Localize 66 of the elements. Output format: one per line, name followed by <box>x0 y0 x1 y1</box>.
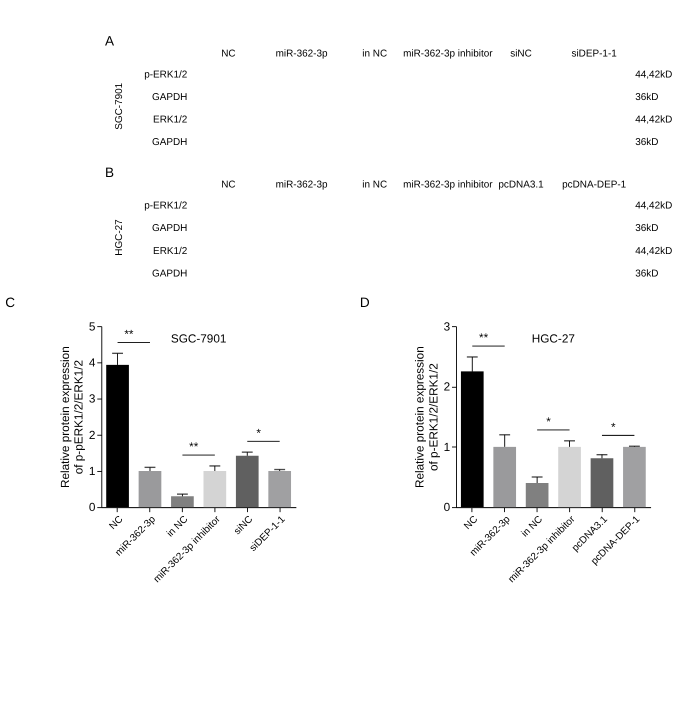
y-tick-label: 0 <box>444 501 451 514</box>
category-label: GAPDH <box>152 137 188 148</box>
text: SGC-7901 <box>114 82 126 130</box>
category-label: 44,42kD <box>635 114 672 126</box>
annotation: ** <box>124 328 134 341</box>
y-tick-label: 3 <box>444 320 451 334</box>
category-label: p-ERK1/2 <box>144 69 188 80</box>
y-tick-label: 5 <box>88 320 96 334</box>
category-label: NC <box>221 48 236 60</box>
category-label: p-ERK1/2 <box>144 200 188 212</box>
bar <box>558 446 581 508</box>
bar <box>590 458 614 508</box>
y-tick-label: 4 <box>88 356 96 370</box>
bar <box>171 496 194 508</box>
annotation: ** <box>189 440 199 454</box>
category-label: in NC <box>362 180 388 191</box>
y-tick-label: 1 <box>444 440 450 454</box>
category-label: ERK1/2 <box>153 246 188 257</box>
annotation: ** <box>479 332 489 345</box>
x-tick-label: in NC <box>520 514 546 540</box>
bar <box>493 446 516 508</box>
y-tick-label: 2 <box>88 428 96 442</box>
chart-title: C <box>5 295 16 310</box>
category-label: 44,42kD <box>635 200 672 212</box>
category-label: ERK1/2 <box>153 114 188 126</box>
bar <box>268 470 292 508</box>
bar <box>138 470 162 508</box>
category-label: GAPDH <box>152 223 188 234</box>
y-tick-label: 0 <box>88 501 96 514</box>
category-label: 36kD <box>635 92 658 103</box>
category-label: GAPDH <box>152 268 188 280</box>
text: SGC-7901 <box>170 332 226 346</box>
category-label: miR-362-3p inhibitor <box>403 180 494 191</box>
category-label: miR-362-3p <box>276 180 328 191</box>
bar <box>236 456 259 508</box>
category-label: 36kD <box>635 223 658 234</box>
category-label: pcDNA-DEP-1 <box>562 180 627 191</box>
annotation: * <box>256 426 262 440</box>
category-label: NC <box>221 180 236 191</box>
category-label: pcDNA3.1 <box>498 180 544 191</box>
y-tick-label: 1 <box>88 465 96 478</box>
y-tick-label: 2 <box>444 380 450 394</box>
text: HGC-27 <box>532 332 575 346</box>
y-axis-title: Relative protein expression of p-ERK1/2/ERK1/2 <box>414 346 440 488</box>
category-label: miR-362-3p <box>276 48 328 60</box>
category-label: siDEP-1-1 <box>571 48 618 60</box>
x-tick-label: in NC <box>164 514 190 540</box>
category-label: miR-362-3p inhibitor <box>403 48 494 60</box>
category-label: 44,42kD <box>635 69 672 80</box>
y-tick-label: 3 <box>88 392 96 406</box>
category-label: in NC <box>362 48 388 60</box>
bar <box>203 470 226 508</box>
text: B <box>104 164 114 180</box>
y-axis-title: Relative protein expression of p-pERK1/2/ERK1/2 <box>59 346 86 488</box>
chart-title: D <box>360 295 370 310</box>
text: HGC-27 <box>114 218 126 256</box>
text: A <box>104 34 115 49</box>
category-label: 36kD <box>635 137 658 148</box>
bar <box>526 483 548 508</box>
category-label: siNC <box>510 48 532 60</box>
annotation: * <box>611 420 616 434</box>
category-label: 44,42kD <box>635 246 672 257</box>
bar <box>623 446 646 508</box>
category-label: 36kD <box>635 268 658 280</box>
annotation: * <box>546 415 552 428</box>
category-label: GAPDH <box>152 92 188 103</box>
